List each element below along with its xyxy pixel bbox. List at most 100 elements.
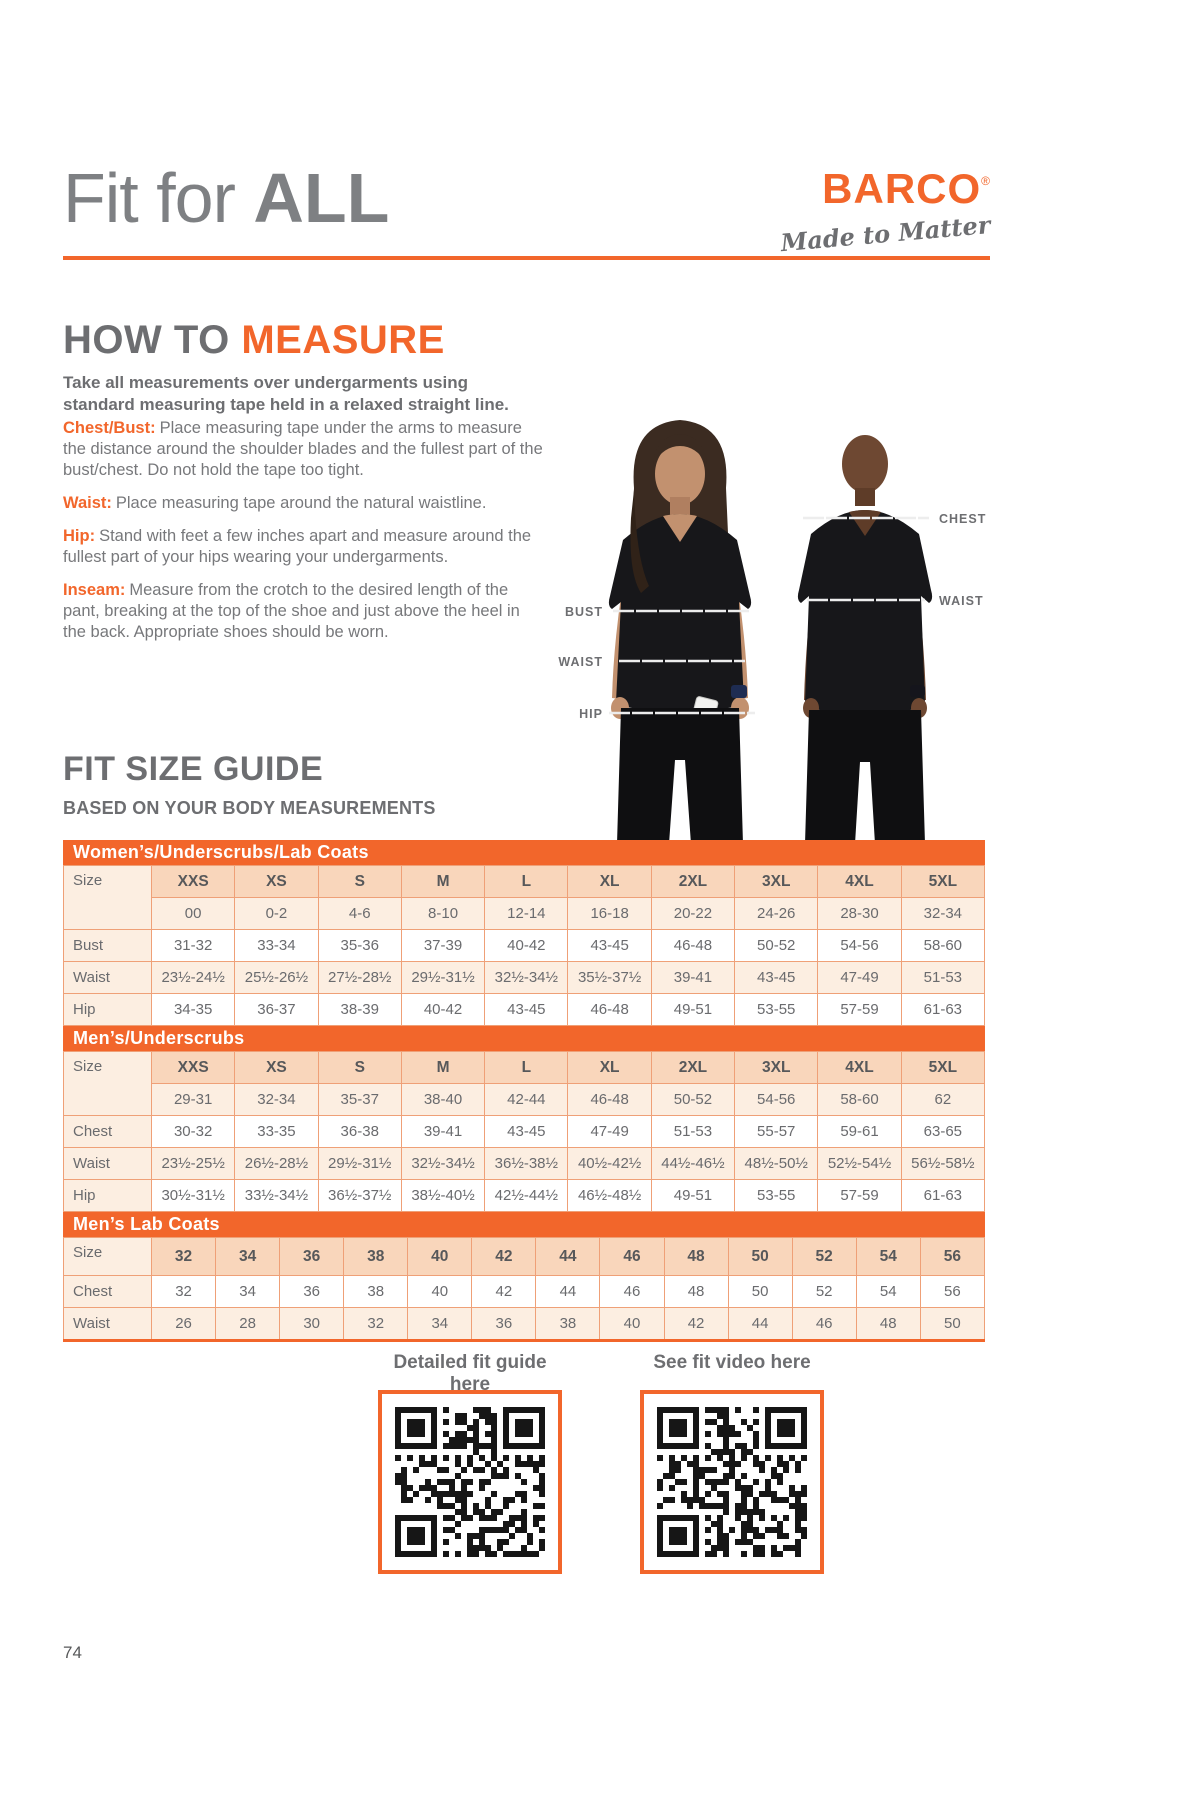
numeric-size-cell: 0-2 xyxy=(234,897,319,930)
size-header-cell: 5XL xyxy=(900,1051,986,1084)
size-header-cell: 54 xyxy=(855,1237,921,1276)
measurement-cell: 53-55 xyxy=(734,993,819,1026)
measurement-cell: 33-34 xyxy=(234,929,319,962)
measurement-cell: 40 xyxy=(407,1275,473,1308)
measurement-cell: 31-32 xyxy=(150,929,236,962)
measurement-cell: 46-48 xyxy=(567,993,652,1026)
size-header-cell: 46 xyxy=(599,1237,665,1276)
measure-item-text: Stand with feet a few inches apart and m… xyxy=(63,526,532,566)
measurement-cell: 36-38 xyxy=(317,1115,402,1148)
qr-pattern-fit-guide xyxy=(395,1407,545,1557)
size-header-cell: 4XL xyxy=(817,1051,902,1084)
size-header-cell: 3XL xyxy=(734,865,819,898)
brand-wordmark: BARCO xyxy=(822,165,982,212)
numeric-size-cell: 20-22 xyxy=(650,897,736,930)
measurement-cell: 32½-34½ xyxy=(484,961,569,994)
measure-instructions: Chest/Bust: Place measuring tape under th… xyxy=(63,418,545,655)
measurement-cell: 36 xyxy=(471,1307,537,1341)
measurement-cell: 49-51 xyxy=(650,993,736,1026)
measurement-cell: 54-56 xyxy=(817,929,902,962)
numeric-size-cell: 24-26 xyxy=(734,897,819,930)
measurement-cell: 51-53 xyxy=(900,961,986,994)
measurement-cell: 38 xyxy=(535,1307,601,1341)
numeric-size-cell: 16-18 xyxy=(567,897,652,930)
measurement-cell: 42 xyxy=(663,1307,729,1341)
measurement-cell: 30 xyxy=(279,1307,345,1341)
numeric-size-cell: 00 xyxy=(150,897,236,930)
measurement-cell: 23½-25½ xyxy=(150,1147,236,1180)
measurement-cell: 32½-34½ xyxy=(400,1147,486,1180)
size-header-cell: XXS xyxy=(150,1051,236,1084)
size-table: Size 32 34 36 38 40 42 44 46 48 50 52 54 56 Chest 32 34 3… xyxy=(63,1237,986,1342)
size-tables-container: Women’s/Underscrubs/Lab Coats Size XXS XS S M… xyxy=(63,840,986,1342)
measurement-cell: 53-55 xyxy=(734,1179,819,1212)
numeric-size-cell: 62 xyxy=(900,1083,986,1116)
measurement-cell: 44 xyxy=(535,1275,601,1308)
size-header-cell: 40 xyxy=(407,1237,473,1276)
page-title-light: Fit for xyxy=(63,159,254,237)
measurement-cell: 44 xyxy=(727,1307,793,1341)
brand-tagline: Made to Matter xyxy=(779,210,992,258)
measure-intro: Take all measurements over undergarments… xyxy=(63,373,509,414)
size-table: Size XXS XS S M L XL 2XL 3XL 4XL 5XL 00 0-2 4-6 8-10 12… xyxy=(63,865,986,1026)
measure-item-text: Measure from the crotch to the desired l… xyxy=(63,580,520,641)
measurement-cell: 46 xyxy=(791,1307,857,1341)
size-header-cell: 50 xyxy=(727,1237,793,1276)
title-divider-rule xyxy=(63,256,990,260)
size-table: Size XXS XS S M L XL 2XL 3XL 4XL 5XL 29-31 32-34 35-3… xyxy=(63,1051,986,1212)
measurement-cell: 40½-42½ xyxy=(567,1147,652,1180)
size-row-label: Size xyxy=(63,865,152,930)
page-number: 74 xyxy=(63,1643,82,1662)
size-header-cell: L xyxy=(484,865,569,898)
measurement-row-label: Hip xyxy=(63,1179,152,1212)
registered-mark: ® xyxy=(981,174,990,188)
measure-item-label: Chest/Bust: xyxy=(63,419,156,437)
table-title-bar: Men’s Lab Coats xyxy=(63,1212,985,1237)
size-row-label: Size xyxy=(63,1237,152,1276)
measurement-cell: 55-57 xyxy=(734,1115,819,1148)
measurement-cell: 59-61 xyxy=(817,1115,902,1148)
measurement-cell: 57-59 xyxy=(817,993,902,1026)
measurement-cell: 56 xyxy=(919,1275,986,1308)
measurement-cell: 50 xyxy=(727,1275,793,1308)
measure-item-inseam: Inseam: Measure from the crotch to the de… xyxy=(63,580,545,643)
measurement-cell: 23½-24½ xyxy=(150,961,236,994)
measurement-cell: 35½-37½ xyxy=(567,961,652,994)
numeric-size-cell: 8-10 xyxy=(400,897,486,930)
measurement-cell: 39-41 xyxy=(650,961,736,994)
size-header-cell: 36 xyxy=(279,1237,345,1276)
measurement-cell: 61-63 xyxy=(900,1179,986,1212)
table-title-bar: Men’s/Underscrubs xyxy=(63,1026,985,1051)
chest-measurement-label: CHEST xyxy=(939,512,986,526)
how-to-measure-heading: HOW TO MEASURE xyxy=(63,318,445,363)
qr-pattern-fit-video xyxy=(657,1407,807,1557)
measurement-cell: 32 xyxy=(150,1275,217,1308)
measurement-row-label: Waist xyxy=(63,1147,152,1180)
size-header-cell: XL xyxy=(567,865,652,898)
measurement-row-label: Waist xyxy=(63,961,152,994)
size-header-cell: M xyxy=(400,865,486,898)
size-header-cell: M xyxy=(400,1051,486,1084)
heading-gray-part: HOW TO xyxy=(63,318,242,362)
numeric-size-cell: 35-37 xyxy=(317,1083,402,1116)
heading-orange-part: MEASURE xyxy=(241,318,445,362)
measurement-row-label: Chest xyxy=(63,1275,152,1308)
size-header-cell: 42 xyxy=(471,1237,537,1276)
size-header-cell: XXS xyxy=(150,865,236,898)
numeric-size-cell: 42-44 xyxy=(484,1083,569,1116)
measurement-cell: 61-63 xyxy=(900,993,986,1026)
page-title: Fit for ALL xyxy=(63,158,389,238)
measurement-cell: 50-52 xyxy=(734,929,819,962)
numeric-size-cell: 54-56 xyxy=(734,1083,819,1116)
measurement-cell: 26½-28½ xyxy=(234,1147,319,1180)
measurement-cell: 42 xyxy=(471,1275,537,1308)
brand-logo: BARCO® Made to Matter xyxy=(779,165,991,258)
measurement-cell: 33½-34½ xyxy=(234,1179,319,1212)
measurement-cell: 38½-40½ xyxy=(400,1179,486,1212)
measurement-cell: 58-60 xyxy=(900,929,986,962)
measurement-cell: 48½-50½ xyxy=(734,1147,819,1180)
models-photo: BUST WAIST HIP CHEST WAIST xyxy=(545,368,995,844)
numeric-size-cell: 12-14 xyxy=(484,897,569,930)
measurement-cell: 29½-31½ xyxy=(317,1147,402,1180)
measurement-cell: 39-41 xyxy=(400,1115,486,1148)
